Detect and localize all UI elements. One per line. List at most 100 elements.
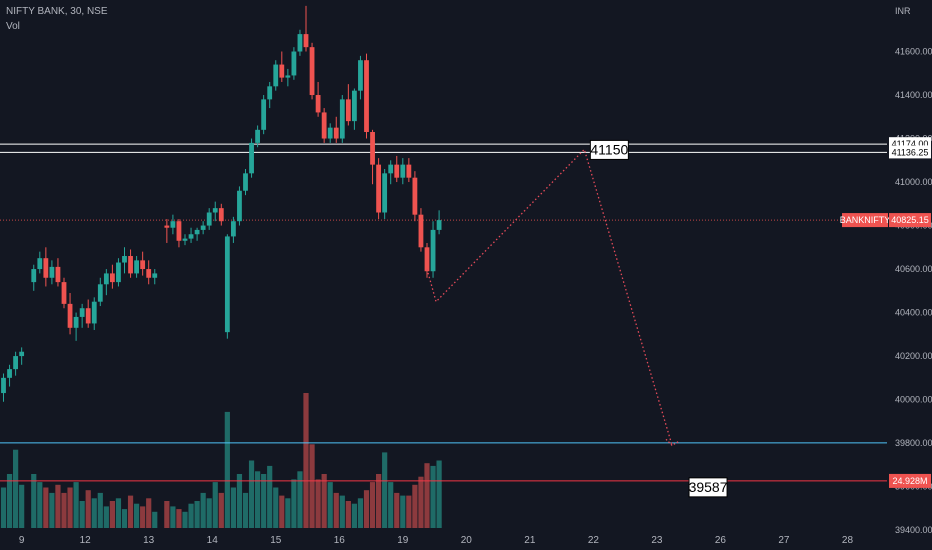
candle bbox=[376, 164, 381, 213]
candle bbox=[140, 260, 146, 270]
volume-bar bbox=[382, 452, 388, 528]
volume-bar bbox=[424, 463, 430, 528]
time-tick-label: 21 bbox=[524, 535, 536, 546]
candle bbox=[200, 225, 206, 230]
volume-bar bbox=[400, 495, 406, 528]
projection-label-box bbox=[589, 139, 629, 160]
volume-bar bbox=[212, 482, 218, 528]
volume-tag-box bbox=[889, 473, 931, 488]
time-axis: 9 12 13 14 15 16 19 20 21 22 23 26 27 28 bbox=[19, 535, 854, 546]
candles bbox=[1, 5, 442, 402]
candle bbox=[146, 269, 152, 278]
volume-bar bbox=[236, 474, 243, 528]
time-tick-label: 20 bbox=[461, 535, 473, 546]
candle bbox=[43, 258, 49, 278]
candle bbox=[279, 64, 285, 78]
volume-bar bbox=[321, 474, 327, 528]
candle bbox=[424, 247, 430, 272]
volume-bar bbox=[37, 482, 43, 528]
volume-tag-text: 24.928M bbox=[892, 476, 927, 486]
projection-arrowhead bbox=[665, 438, 680, 447]
volume-bar bbox=[333, 492, 339, 528]
volume-bar bbox=[164, 501, 170, 528]
candle bbox=[412, 177, 418, 215]
candle bbox=[291, 51, 297, 76]
candle bbox=[85, 308, 91, 324]
volume-bar bbox=[176, 509, 182, 528]
volume-bar bbox=[303, 393, 309, 528]
candle bbox=[206, 212, 212, 226]
volume-bar bbox=[31, 474, 37, 528]
candle bbox=[31, 269, 37, 283]
candle bbox=[297, 34, 303, 52]
time-tick-label: 14 bbox=[207, 535, 219, 546]
candle bbox=[352, 90, 357, 122]
candle bbox=[212, 208, 218, 213]
candle bbox=[339, 99, 345, 139]
volume-bar bbox=[363, 490, 370, 528]
price-tick-label: 39800.00 bbox=[895, 438, 932, 448]
candle bbox=[315, 95, 321, 113]
candle bbox=[418, 214, 424, 248]
time-tick-label: 26 bbox=[715, 535, 727, 546]
volume-bar bbox=[6, 474, 13, 528]
price-tick-label: 40600.00 bbox=[895, 264, 932, 274]
symbol-tag-box bbox=[842, 213, 888, 228]
volume-bar bbox=[291, 479, 297, 528]
volume-bar bbox=[85, 490, 91, 528]
time-tick-label: 13 bbox=[143, 535, 155, 546]
candle bbox=[327, 127, 333, 139]
candle bbox=[273, 64, 279, 87]
candle bbox=[243, 173, 248, 191]
volume-bar bbox=[121, 509, 128, 528]
projection-label-text: 39587 bbox=[689, 479, 728, 495]
candle bbox=[110, 273, 115, 283]
candle bbox=[303, 34, 309, 48]
volume-bar bbox=[430, 465, 436, 528]
volume-bar bbox=[91, 498, 97, 528]
candle bbox=[267, 86, 273, 100]
symbol-title[interactable]: NIFTY BANK, 30, NSE bbox=[6, 6, 108, 17]
candle bbox=[261, 99, 267, 130]
candle bbox=[321, 112, 327, 139]
volume-bar bbox=[369, 482, 376, 528]
candle bbox=[370, 132, 375, 165]
volume-bar bbox=[218, 492, 224, 528]
candle bbox=[182, 238, 188, 241]
price-tick-label: 41600.00 bbox=[895, 47, 932, 57]
candle bbox=[255, 129, 260, 143]
candle bbox=[237, 190, 242, 222]
volume-bar bbox=[418, 476, 424, 528]
volume-bar bbox=[103, 506, 109, 528]
volume-bar bbox=[140, 506, 146, 528]
candle bbox=[164, 225, 170, 228]
projection-label-text: 41150 bbox=[590, 141, 628, 157]
volume-bar bbox=[406, 495, 412, 528]
volume-bar bbox=[412, 484, 418, 528]
price-tick-label: 40200.00 bbox=[895, 351, 932, 361]
volume-bar bbox=[170, 506, 176, 528]
volume-bar bbox=[339, 495, 345, 528]
candle bbox=[37, 258, 43, 270]
candle bbox=[13, 356, 18, 370]
volume-bar bbox=[388, 482, 394, 528]
volume-bar bbox=[67, 487, 73, 528]
candle bbox=[97, 284, 103, 302]
candle bbox=[122, 256, 127, 263]
volume-bar bbox=[224, 411, 230, 528]
candle bbox=[436, 220, 442, 230]
volume-bar bbox=[345, 501, 351, 528]
last-price-tag: 40825.15 bbox=[889, 213, 931, 228]
volume-bar bbox=[357, 498, 364, 528]
candle bbox=[176, 221, 182, 241]
volume-indicator-label[interactable]: Vol bbox=[6, 21, 20, 32]
candle bbox=[388, 164, 394, 174]
candle bbox=[170, 221, 176, 228]
volume-bar bbox=[279, 495, 285, 528]
volume-bar bbox=[261, 474, 267, 528]
candle bbox=[79, 308, 85, 317]
volume-bar bbox=[73, 482, 79, 528]
symbol-tag-text: BANKNIFTY bbox=[840, 215, 891, 225]
